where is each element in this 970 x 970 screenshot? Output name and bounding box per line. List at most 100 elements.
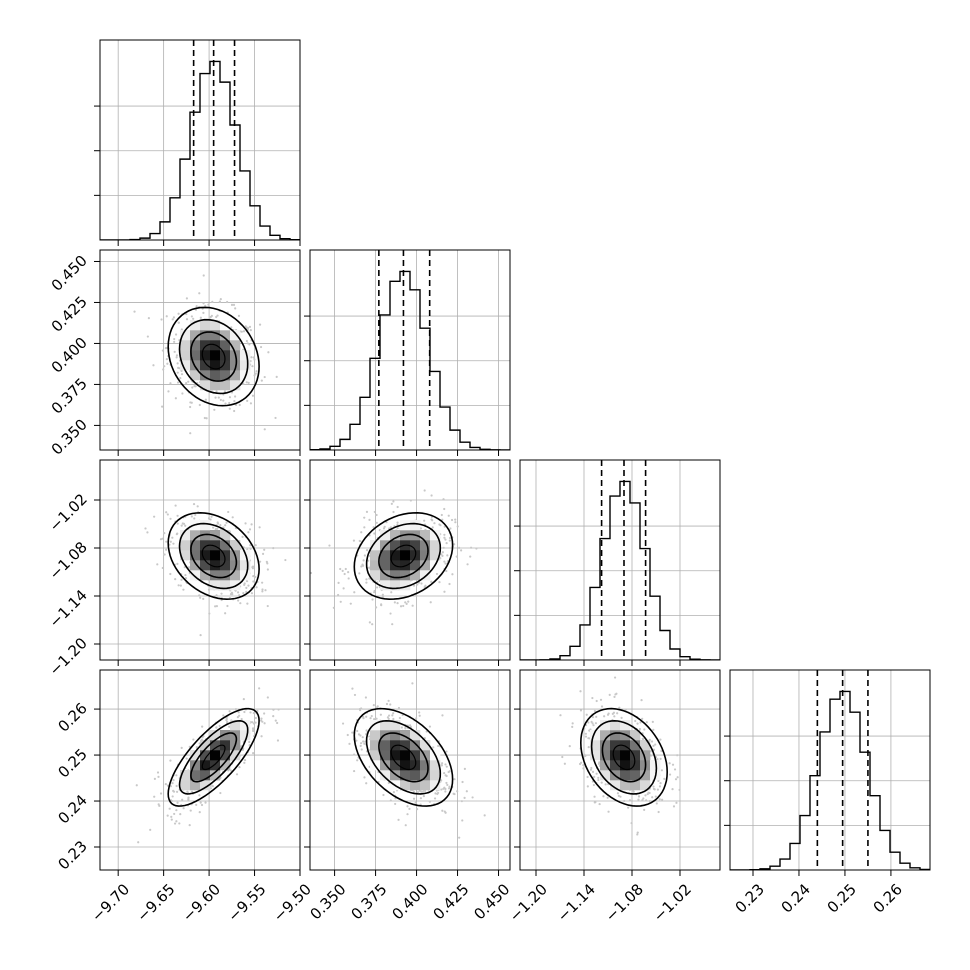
scatter-point [438, 581, 441, 584]
density-cell [200, 750, 211, 761]
scatter-point [163, 531, 166, 535]
scatter-point [412, 797, 416, 800]
density-cell [610, 760, 621, 771]
scatter-point [433, 797, 437, 800]
scatter-point [182, 588, 185, 591]
scatter-point [214, 396, 217, 399]
scatter-point [591, 716, 595, 719]
density-cells [180, 320, 251, 391]
scatter-point [193, 385, 196, 388]
density-cell [400, 550, 411, 561]
density-cell [180, 360, 191, 371]
scatter-point [616, 712, 619, 715]
scatter-point [458, 546, 461, 549]
density-cell [430, 780, 441, 791]
scatter-point [198, 403, 201, 407]
scatter-point [230, 326, 233, 329]
scatter-point [587, 721, 590, 724]
scatter-point [656, 757, 659, 761]
scatter-point [475, 547, 478, 550]
scatter-point [175, 820, 178, 823]
contour-line [590, 719, 658, 795]
scatter-point [207, 517, 211, 520]
scatter-point [613, 715, 616, 718]
scatter-point [591, 696, 594, 700]
scatter-point [415, 594, 418, 597]
panel-frame [99, 669, 301, 871]
scatter-point [391, 623, 394, 626]
scatter-point [224, 402, 227, 405]
scatter-point [261, 590, 264, 593]
contour-lines [167, 707, 260, 807]
scatter-point [147, 317, 150, 320]
scatter-point [435, 572, 439, 576]
scatter-point [430, 580, 433, 583]
scatter-point [233, 395, 237, 398]
scatter-point [254, 544, 257, 547]
y-tick-label: 0.375 [48, 375, 91, 418]
density-cell [210, 370, 221, 381]
density-cell [210, 760, 221, 771]
density-cell [400, 750, 411, 761]
scatter-point [448, 785, 451, 788]
x-tick-label: 0.24 [778, 880, 814, 916]
density-cell [220, 750, 231, 761]
scatter-point [245, 339, 248, 343]
density-cell [380, 740, 391, 751]
scatter-point [258, 560, 262, 563]
scatter-point [244, 325, 247, 328]
scatter-point [396, 521, 399, 524]
density-cell [210, 730, 221, 741]
scatter-point [238, 594, 241, 597]
scatter-point [676, 776, 679, 779]
x-tick-label: 0.450 [470, 880, 513, 923]
scatter-point [645, 721, 648, 724]
density-cell [200, 340, 211, 351]
panel-0-0 [94, 39, 301, 246]
scatter-point [189, 809, 192, 812]
density-cell [180, 540, 191, 551]
scatter-point [358, 572, 361, 575]
scatter-point [251, 365, 254, 368]
scatter-point [445, 750, 448, 753]
scatter-point [441, 551, 444, 554]
scatter-point [249, 711, 252, 714]
density-cell [190, 350, 201, 361]
scatter-point [186, 790, 189, 793]
scatter-point [440, 762, 444, 765]
density-cell [210, 740, 221, 751]
scatter-point [641, 799, 644, 802]
scatter-point [169, 517, 172, 520]
scatter-point [375, 521, 378, 524]
scatter-point [362, 715, 365, 718]
density-cell [240, 360, 251, 371]
panel-frame [99, 249, 301, 451]
scatter-point [171, 795, 174, 798]
scatter-point [380, 603, 383, 606]
density-cell [180, 780, 191, 791]
y-tick-label: 0.24 [54, 791, 90, 827]
scatter-point [170, 815, 173, 818]
panel-3-0: −9.70 −9.65 −9.60 −9.55 −9.50 0.23 0.24 0.25 0.2… [54, 669, 315, 925]
scatter-point [234, 707, 238, 711]
scatter-point [339, 600, 342, 603]
density-cell [390, 550, 401, 561]
scatter-point [613, 676, 617, 679]
density-cell [370, 750, 381, 761]
x-tick-label: 0.425 [429, 880, 472, 923]
scatter-point [652, 787, 655, 790]
scatter-point [228, 710, 231, 713]
scatter-point [379, 713, 382, 716]
scatter-point [276, 739, 280, 742]
density-cell [420, 740, 431, 751]
scatter-point [246, 399, 249, 402]
scatter-point [678, 788, 681, 791]
scatter-point [216, 521, 219, 524]
scatter-point [175, 356, 178, 359]
scatter-point [392, 717, 395, 721]
scatter-point [200, 803, 204, 807]
contour-line [353, 707, 454, 807]
scatter-point [463, 796, 466, 800]
scatter-point [563, 762, 566, 765]
density-cell [240, 720, 251, 731]
